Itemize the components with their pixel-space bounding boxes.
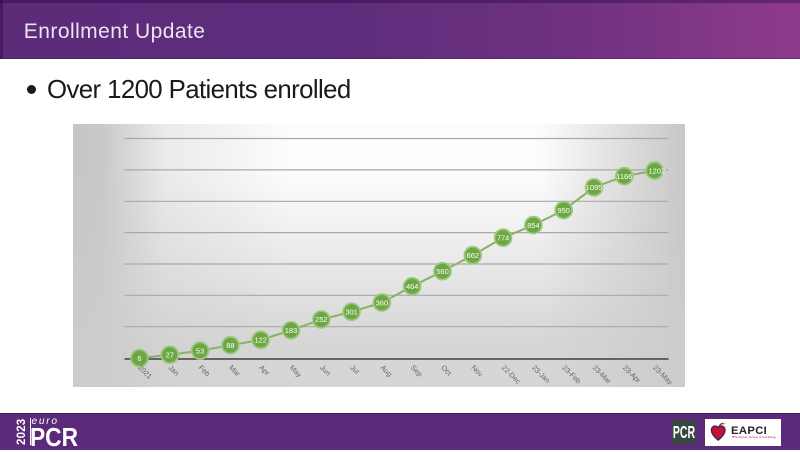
svg-text:23-Jan: 23-Jan (530, 363, 552, 385)
svg-text:1166: 1166 (616, 172, 632, 181)
svg-text:360: 360 (376, 298, 389, 307)
svg-text:662: 662 (467, 251, 480, 260)
svg-text:560: 560 (436, 267, 449, 276)
svg-text:Apr: Apr (257, 363, 272, 378)
svg-text:May: May (288, 363, 304, 379)
svg-text:854: 854 (527, 221, 540, 230)
svg-text:Jul: Jul (348, 363, 361, 376)
svg-text:23-Apr: 23-Apr (621, 363, 643, 385)
svg-text:464: 464 (406, 282, 419, 291)
svg-text:Oct: Oct (439, 363, 453, 377)
svg-text:23-May: 23-May (651, 363, 675, 387)
svg-text:Feb: Feb (197, 363, 212, 378)
svg-text:53: 53 (196, 346, 204, 355)
svg-text:Sep: Sep (409, 363, 424, 378)
svg-text:Nov: Nov (470, 363, 486, 379)
svg-text:27: 27 (166, 351, 174, 360)
svg-text:Jan: Jan (167, 363, 182, 378)
svg-text:88: 88 (226, 341, 234, 350)
svg-text:6: 6 (137, 354, 141, 363)
svg-text:23-Feb: 23-Feb (560, 363, 582, 385)
svg-text:252: 252 (315, 315, 328, 324)
svg-text:Aug: Aug (379, 363, 394, 378)
svg-text:1095: 1095 (586, 183, 603, 192)
svg-text:301: 301 (345, 308, 358, 317)
svg-text:Jun: Jun (318, 363, 333, 378)
svg-text:183: 183 (285, 326, 298, 335)
svg-text:2021: 2021 (136, 363, 154, 381)
svg-text:122: 122 (254, 336, 267, 345)
svg-text:23-Mar: 23-Mar (591, 363, 614, 386)
svg-text:22-Dec: 22-Dec (500, 363, 523, 386)
svg-text:1202: 1202 (648, 166, 665, 175)
svg-text:950: 950 (557, 206, 570, 215)
svg-text:774: 774 (497, 233, 510, 242)
svg-text:Mar: Mar (227, 363, 243, 379)
